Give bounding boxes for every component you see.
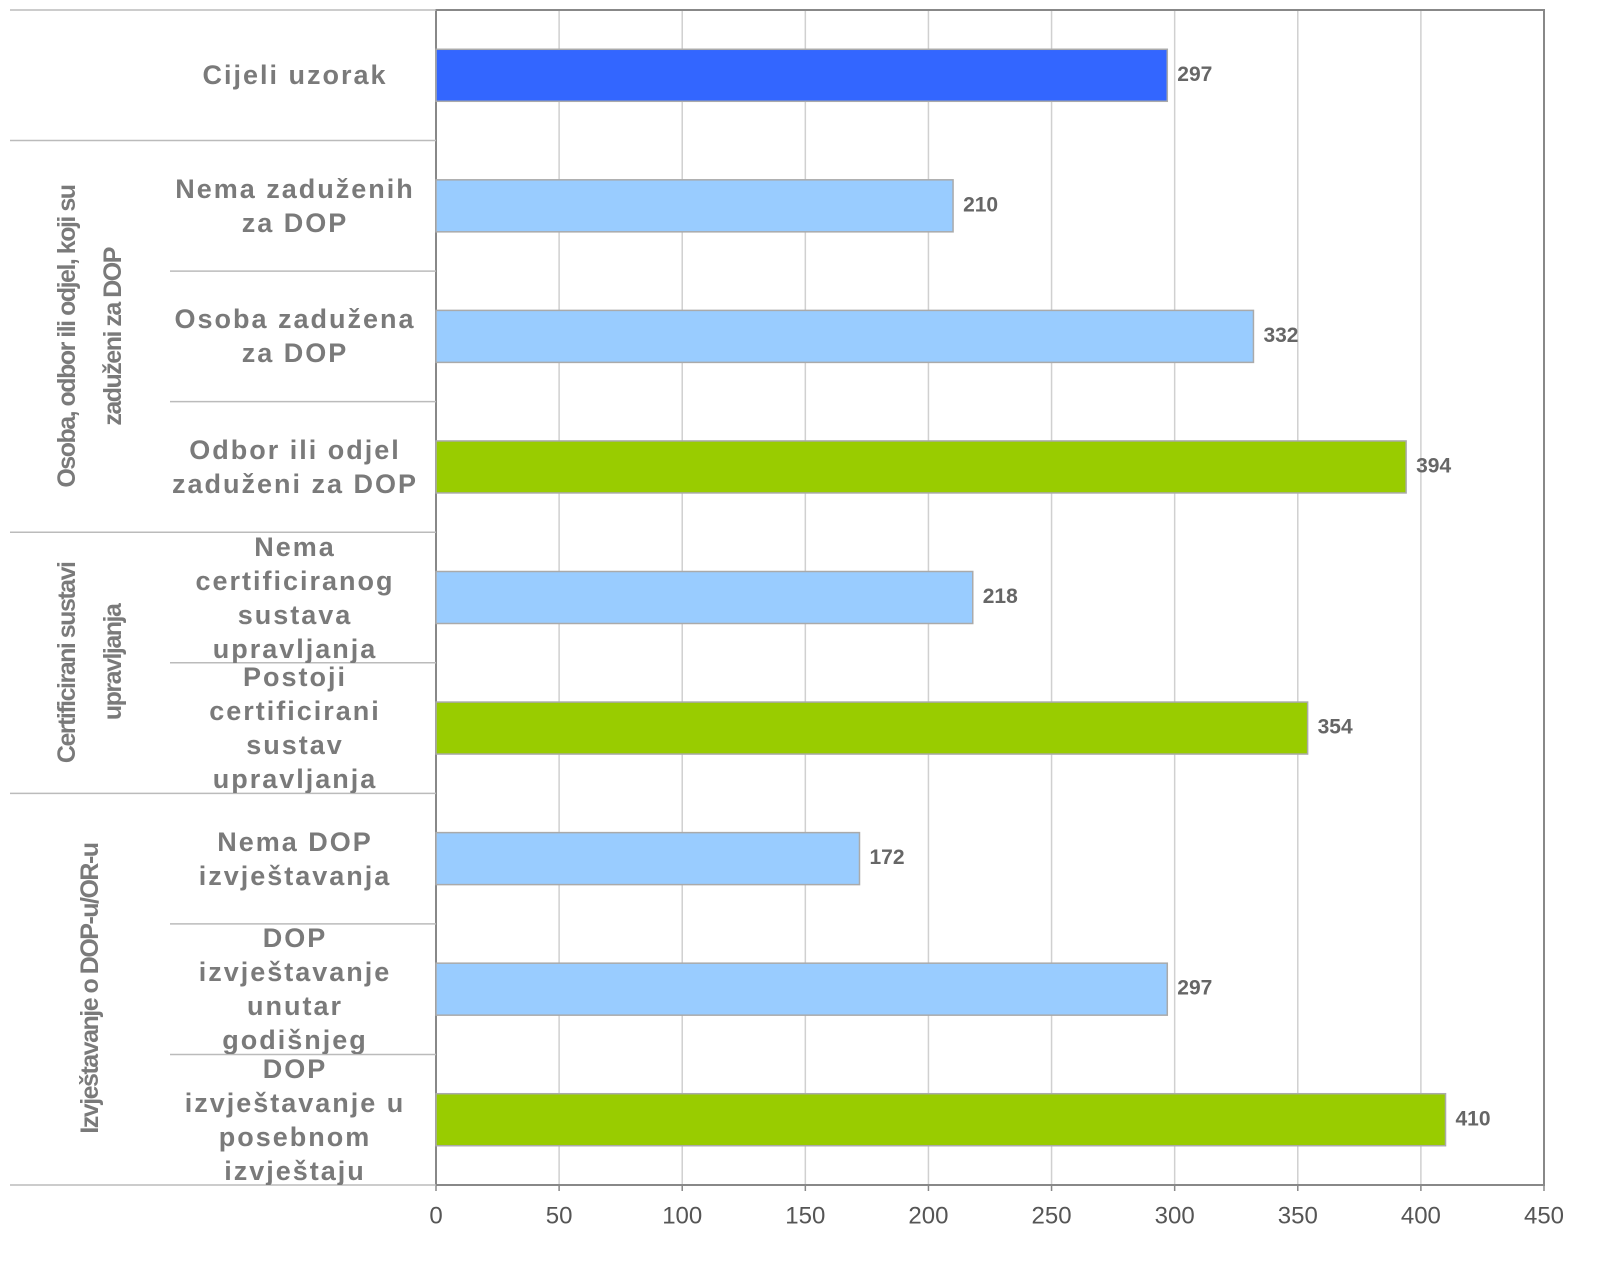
x-tick-label: 300 [1155,1202,1195,1229]
group-label-box: Izvještavanje o DOP-u/OR-u [10,793,170,1185]
category-label: Odbor ili odjel zaduženi za DOP [171,434,419,499]
group-label: Izvještavanje o DOP-u/OR-u [76,844,104,1135]
bar [435,962,1169,1016]
x-tick-label: 150 [785,1202,825,1229]
category-label: DOP izvještavanje u posebnom izvještaju [184,1054,406,1185]
category-label: Osoba zadužena za DOP [174,304,416,369]
x-tick-label: 450 [1524,1202,1564,1229]
group-label-box: Osoba, odbor ili odjel, koji su zaduženi… [10,141,170,533]
x-tick-label: 0 [429,1202,442,1229]
group-label: Certificirani sustavi upravljanja [53,562,127,764]
bar [435,701,1309,755]
category-label: Postoji certificirani sustav upravljanja [209,662,381,794]
bar [435,440,1407,494]
value-label: 410 [1456,1107,1491,1130]
value-label: 354 [1318,716,1353,739]
x-tick-label: 100 [662,1202,702,1229]
value-label: 394 [1416,454,1451,477]
category-label: DOP izvještavanje unutar godišnjeg [198,923,392,1055]
bar [435,179,954,233]
category-label: Nema certificiranog sustava upravljanja [195,532,395,663]
bar [435,831,861,886]
x-tick-label: 400 [1401,1202,1441,1229]
group-label: Osoba, odbor ili odjel, koji su zaduženi… [53,185,127,488]
value-label: 297 [1177,63,1212,86]
x-tick-label: 200 [908,1202,948,1229]
value-label: 332 [1263,324,1298,347]
x-tick-label: 50 [546,1202,573,1229]
x-tick-label: 250 [1032,1202,1072,1229]
value-label: 297 [1177,977,1212,1000]
x-tick-label: 350 [1278,1202,1318,1229]
bar [435,1092,1447,1147]
bar [435,309,1255,364]
value-label: 218 [983,585,1018,608]
value-label: 172 [870,846,905,869]
category-label: Nema DOP izvještavanja [198,826,392,891]
category-label: Nema zaduženih za DOP [175,173,415,238]
group-label-box: Certificirani sustavi upravljanja [10,532,170,793]
value-label: 210 [963,193,998,216]
bar [435,48,1169,103]
category-label: Cijeli uzorak [202,60,388,91]
bar [435,570,974,625]
